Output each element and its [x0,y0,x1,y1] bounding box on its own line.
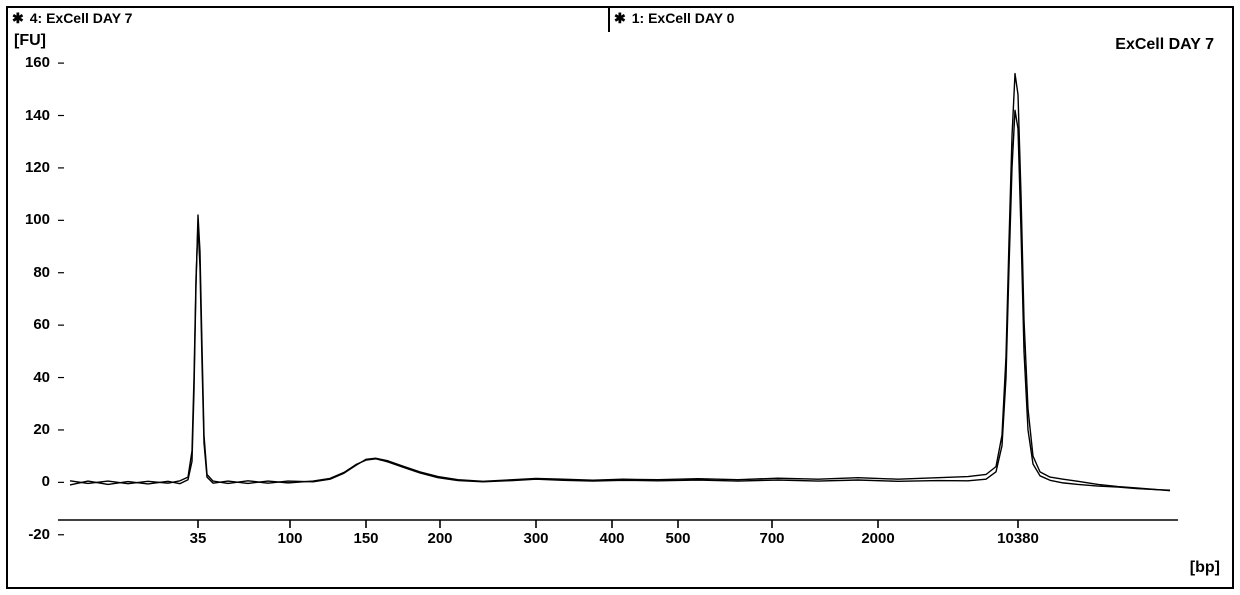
x-tick-label: 200 [427,530,452,547]
x-tick-label: 300 [523,530,548,547]
x-tick-label: 150 [353,530,378,547]
trace-day0 [70,110,1170,490]
legend-label: 4: ExCell DAY 7 [30,10,133,26]
y-tick-label: 0 [10,473,50,490]
legend-marker-icon: ✱ [12,11,24,25]
y-tick-label: 40 [10,369,50,386]
x-tick-label: 400 [599,530,624,547]
y-tick-label: 100 [10,211,50,228]
x-tick-label: 35 [190,530,207,547]
y-tick-label: 20 [10,421,50,438]
trace-day7 [70,74,1170,491]
legend-row: ✱ 4: ExCell DAY 7 ✱ 1: ExCell DAY 0 [12,10,1228,30]
y-axis-label: [FU] [14,32,46,50]
x-tick-label: 100 [277,530,302,547]
y-tick-label: 140 [10,107,50,124]
legend-item-1: ✱ 4: ExCell DAY 7 [12,10,132,26]
x-tick-label: 700 [759,530,784,547]
y-tick-label: 160 [10,54,50,71]
x-tick-label: 500 [665,530,690,547]
y-tick-label: 60 [10,316,50,333]
legend-marker-icon: ✱ [614,11,626,25]
legend-separator [608,8,610,32]
legend-item-2: ✱ 1: ExCell DAY 0 [614,10,734,26]
electropherogram-chart [58,50,1218,580]
y-tick-label: -20 [10,526,50,543]
plot-area [58,50,1218,540]
x-tick-label: 2000 [861,530,894,547]
y-tick-label: 120 [10,159,50,176]
x-tick-label: 10380 [997,530,1039,547]
y-tick-label: 80 [10,264,50,281]
x-axis-label: [bp] [1190,559,1220,577]
legend-label: 1: ExCell DAY 0 [632,10,735,26]
